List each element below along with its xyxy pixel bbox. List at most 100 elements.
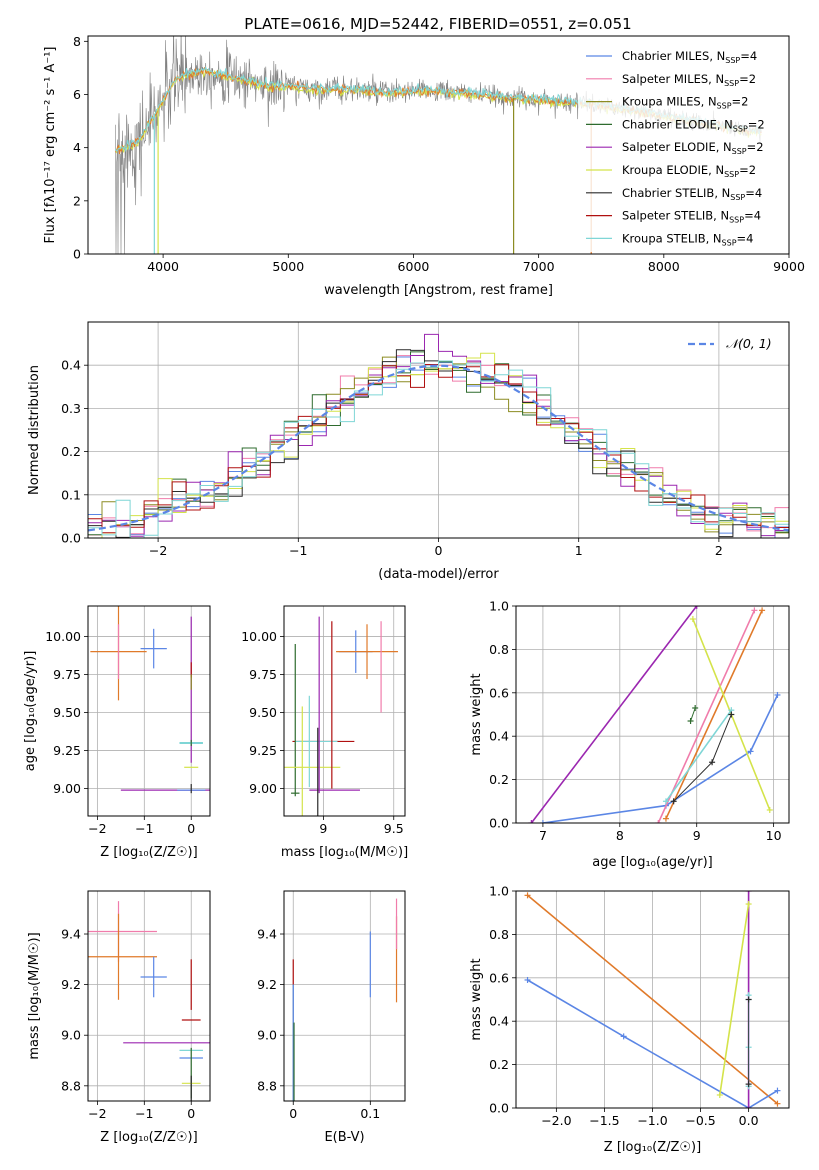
age-vs-mass-panel: 9 9.5 9.00 9.25 9.50 9.75 10.00 mass [log₁₀(M/M… <box>241 605 408 860</box>
weight-series-line <box>673 714 732 802</box>
y-tick-label: 0.0 <box>489 1101 509 1116</box>
plot-area <box>88 333 789 538</box>
x-tick-label: 9 <box>319 821 327 836</box>
spectrum-legend: Chabrier MILES, NSSP=4 Salpeter MILES, NS… <box>578 38 786 252</box>
y-axis-label: age [log₁₀(age/yr)] <box>23 651 38 772</box>
y-tick-label: 9.00 <box>53 781 81 796</box>
age-vs-metallicity-panel: −2 −1 0 9.00 9.25 9.50 9.75 10.00 Z [log₁₀(Z/Z☉)… <box>23 605 211 860</box>
y-tick-label: 0.4 <box>489 729 509 744</box>
y-tick-label: 9.25 <box>249 743 277 758</box>
legend-label: 𝒩(0, 1) <box>726 336 772 351</box>
x-axis-label: age [log₁₀(age/yr)] <box>592 855 713 870</box>
weight-series-line <box>526 894 779 1105</box>
plot-area <box>528 606 781 823</box>
y-tick-label: 6 <box>73 87 81 102</box>
y-axis-label: Normed distribution <box>27 365 42 495</box>
x-axis-label: Z [log₁₀(Z/Z☉)] <box>604 1140 701 1155</box>
x-axis-label: Z [log₁₀(Z/Z☉)] <box>100 845 197 860</box>
y-tick-label: 1.0 <box>489 884 509 899</box>
x-tick-label: 5000 <box>272 259 304 274</box>
axes-frame: −2 −1 0 8.8 9.0 9.2 9.4 Z [log₁₀(Z/Z☉)] mass [lo… <box>27 890 211 1145</box>
x-tick-label: 0 <box>187 1106 195 1121</box>
x-tick-label: 10 <box>766 828 782 843</box>
y-tick-label: 8.8 <box>61 1078 81 1093</box>
x-tick-label: 0 <box>289 1106 297 1121</box>
plot-area <box>88 901 210 1101</box>
axes-border <box>515 605 790 824</box>
y-tick-label: 10.00 <box>241 629 277 644</box>
x-axis-label: mass [log₁₀(M/M☉)] <box>281 845 408 860</box>
y-axis-label: mass weight <box>469 958 484 1040</box>
x-tick-label: −1 <box>135 821 153 836</box>
weight-vs-age-panel: 7 8 9 10 0.0 0.2 0.4 0.6 0.8 1.0 age [log₁₀(age/yr… <box>469 599 790 870</box>
x-tick-label: 6000 <box>398 259 430 274</box>
mass-vs-extinction-panel: 0 0.1 8.8 9.0 9.2 9.4 E(B-V) <box>257 890 406 1145</box>
y-tick-label: 0.2 <box>489 772 509 787</box>
y-tick-label: 9.4 <box>61 927 81 942</box>
legend-label: Salpeter STELIB, NSSP=4 <box>622 209 761 225</box>
x-tick-label: 0.1 <box>360 1106 380 1121</box>
weight-series-line <box>527 979 778 1108</box>
y-tick-label: 0.1 <box>61 487 81 502</box>
residuals-panel: −2 −1 0 1 2 0.0 0.1 0.2 0.3 0.4 (data-model)/error… <box>27 321 790 582</box>
plot-area <box>292 898 398 1101</box>
y-tick-label: 0.0 <box>61 531 81 546</box>
x-axis-label: wavelength [Angstrom, rest frame] <box>324 283 553 298</box>
weight-series-line <box>690 707 696 722</box>
x-axis-label: Z [log₁₀(Z/Z☉)] <box>100 1130 197 1145</box>
x-tick-label: 4000 <box>147 259 179 274</box>
legend-label: Kroupa MILES, NSSP=2 <box>622 95 748 111</box>
weight-series-line <box>657 609 756 823</box>
y-tick-label: 2 <box>73 193 81 208</box>
y-tick-label: 9.4 <box>257 927 277 942</box>
x-tick-label: −0.5 <box>685 1113 715 1128</box>
y-tick-label: 9.0 <box>257 1028 277 1043</box>
weight-series-line <box>530 606 698 823</box>
y-tick-label: 0.2 <box>61 444 81 459</box>
x-tick-label: −2 <box>149 543 167 558</box>
axes-border <box>283 890 406 1102</box>
x-tick-label: 0 <box>187 821 195 836</box>
weight-series-line <box>542 694 779 823</box>
y-tick-label: 0.0 <box>489 816 509 831</box>
plot-area <box>524 891 781 1108</box>
legend-label: Kroupa STELIB, NSSP=4 <box>622 231 753 247</box>
legend-label: Chabrier STELIB, NSSP=4 <box>622 186 762 202</box>
legend-label: Kroupa ELODIE, NSSP=2 <box>622 163 756 179</box>
x-tick-label: 7000 <box>523 259 555 274</box>
legend-box <box>578 38 786 252</box>
x-tick-label: −1 <box>135 1106 153 1121</box>
x-tick-label: −2 <box>88 1106 106 1121</box>
axes-frame: −2 −1 0 1 2 0.0 0.1 0.2 0.3 0.4 (data-model)/error… <box>27 321 790 582</box>
y-tick-label: 0.4 <box>61 358 81 373</box>
histogram-series <box>88 364 789 534</box>
x-tick-label: 0 <box>435 543 443 558</box>
legend-label: Chabrier ELODIE, NSSP=2 <box>622 117 765 133</box>
y-tick-label: 1.0 <box>489 599 509 614</box>
y-tick-label: 0.6 <box>489 685 509 700</box>
mass-vs-metallicity-panel: −2 −1 0 8.8 9.0 9.2 9.4 Z [log₁₀(Z/Z☉)] mass [lo… <box>27 890 211 1145</box>
y-tick-label: 0 <box>73 247 81 262</box>
x-tick-label: 8000 <box>648 259 680 274</box>
x-tick-label: −1.5 <box>589 1113 619 1128</box>
y-tick-label: 8.8 <box>257 1078 277 1093</box>
y-tick-label: 0.6 <box>489 970 509 985</box>
y-axis-label: mass weight <box>469 673 484 755</box>
x-tick-label: 7 <box>539 828 547 843</box>
normal-distribution-curve <box>88 364 789 532</box>
y-tick-label: 9.75 <box>249 667 277 682</box>
x-axis-label: (data-model)/error <box>378 567 499 582</box>
figure-title: PLATE=0616, MJD=52442, FIBERID=0551, z=0… <box>244 15 631 33</box>
x-tick-label: 0.0 <box>739 1113 759 1128</box>
y-axis-label: Flux [fλ10⁻¹⁷ erg cm⁻² s⁻¹ A⁻¹] <box>43 47 58 244</box>
x-tick-label: 1 <box>575 543 583 558</box>
y-tick-label: 0.2 <box>489 1057 509 1072</box>
axes-frame: 4000 5000 6000 7000 8000 9000 0 2 4 6 8 wavelength … <box>43 34 805 298</box>
x-tick-label: 9.5 <box>384 821 404 836</box>
x-axis-label: E(B-V) <box>324 1130 364 1145</box>
y-tick-label: 0.8 <box>489 642 509 657</box>
y-tick-label: 9.75 <box>53 667 81 682</box>
y-tick-label: 9.2 <box>61 977 81 992</box>
x-tick-label: −1.0 <box>637 1113 667 1128</box>
axes-frame: 9 9.5 9.00 9.25 9.50 9.75 10.00 mass [log₁₀(M/M… <box>241 605 408 860</box>
